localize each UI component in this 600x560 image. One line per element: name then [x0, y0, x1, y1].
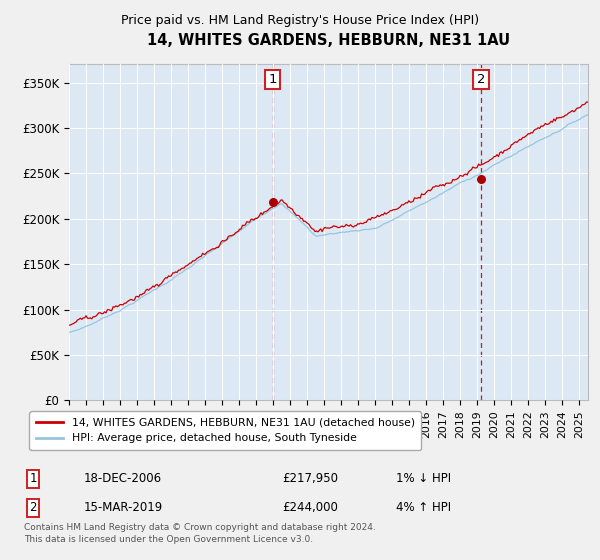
- Legend: 14, WHITES GARDENS, HEBBURN, NE31 1AU (detached house), HPI: Average price, deta: 14, WHITES GARDENS, HEBBURN, NE31 1AU (d…: [29, 412, 421, 450]
- Text: 18-DEC-2006: 18-DEC-2006: [84, 472, 162, 486]
- Text: 1% ↓ HPI: 1% ↓ HPI: [396, 472, 451, 486]
- Text: £217,950: £217,950: [282, 472, 338, 486]
- Text: Price paid vs. HM Land Registry's House Price Index (HPI): Price paid vs. HM Land Registry's House …: [121, 14, 479, 27]
- Text: 1: 1: [29, 472, 37, 486]
- Text: £244,000: £244,000: [282, 501, 338, 515]
- Text: 4% ↑ HPI: 4% ↑ HPI: [396, 501, 451, 515]
- Text: Contains HM Land Registry data © Crown copyright and database right 2024.
This d: Contains HM Land Registry data © Crown c…: [24, 523, 376, 544]
- Text: 2: 2: [477, 73, 485, 86]
- Text: 1: 1: [268, 73, 277, 86]
- Text: 15-MAR-2019: 15-MAR-2019: [84, 501, 163, 515]
- Text: 2: 2: [29, 501, 37, 515]
- Title: 14, WHITES GARDENS, HEBBURN, NE31 1AU: 14, WHITES GARDENS, HEBBURN, NE31 1AU: [147, 33, 510, 48]
